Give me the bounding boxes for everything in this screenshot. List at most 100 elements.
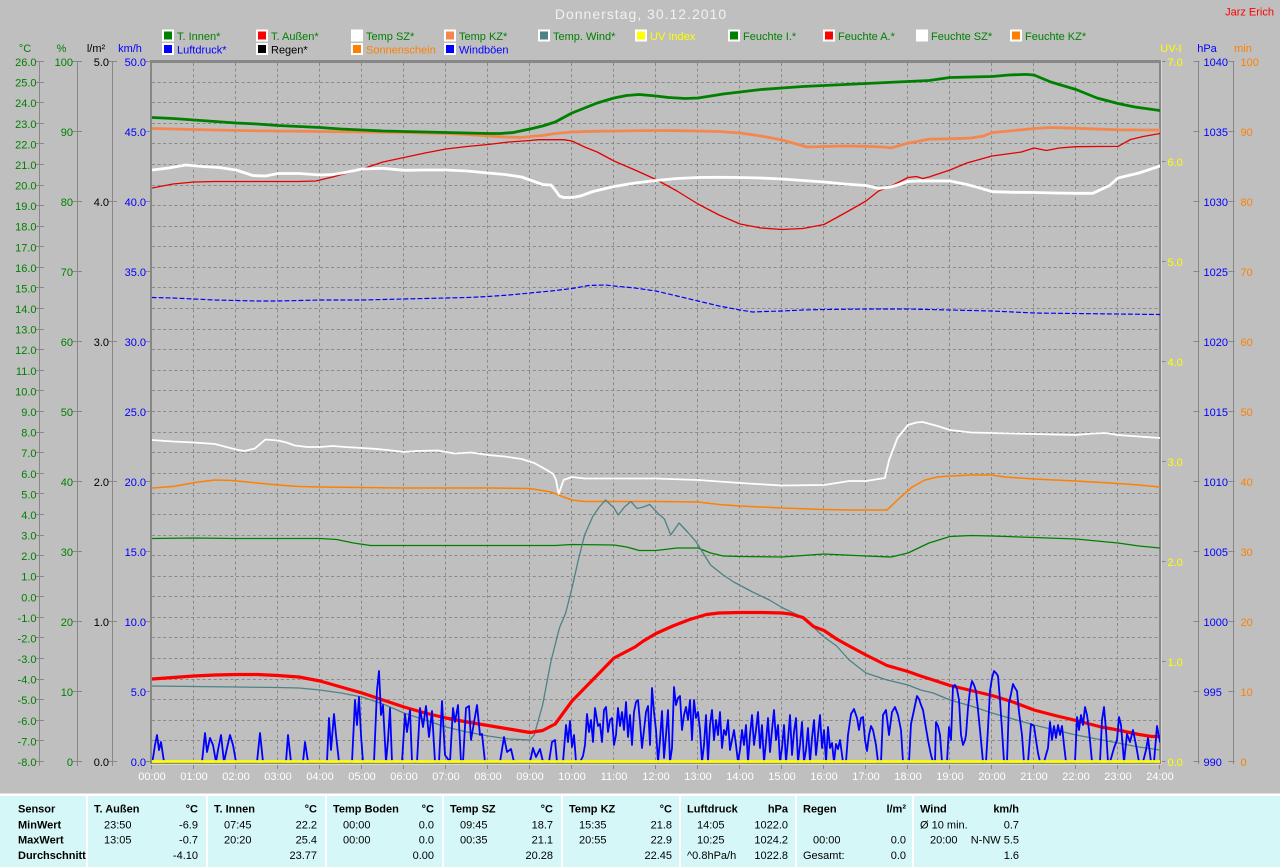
svg-text:15:35: 15:35 xyxy=(579,820,607,832)
svg-text:°C: °C xyxy=(660,804,672,816)
svg-text:30: 30 xyxy=(1241,547,1253,559)
svg-text:90: 90 xyxy=(61,127,73,139)
svg-text:4.0: 4.0 xyxy=(21,510,36,522)
svg-text:10.0: 10.0 xyxy=(15,386,36,398)
svg-text:hPa: hPa xyxy=(768,804,789,816)
svg-text:22.45: 22.45 xyxy=(644,850,672,862)
svg-text:°C: °C xyxy=(19,43,31,55)
svg-text:°C: °C xyxy=(422,804,434,816)
svg-text:40: 40 xyxy=(1241,477,1253,489)
svg-text:-2.0: -2.0 xyxy=(18,633,37,645)
svg-text:-0.7: -0.7 xyxy=(179,835,198,847)
svg-text:90: 90 xyxy=(1241,127,1253,139)
svg-text:1010: 1010 xyxy=(1204,477,1228,489)
svg-text:-8.0: -8.0 xyxy=(18,757,37,769)
svg-text:35.0: 35.0 xyxy=(125,267,146,279)
svg-text:10.0: 10.0 xyxy=(125,617,146,629)
svg-text:km/h: km/h xyxy=(118,43,142,55)
svg-text:12.0: 12.0 xyxy=(15,345,36,357)
svg-text:10:25: 10:25 xyxy=(697,835,725,847)
svg-text:-1.0: -1.0 xyxy=(18,613,37,625)
svg-text:0.0: 0.0 xyxy=(419,820,434,832)
svg-text:7.0: 7.0 xyxy=(1168,57,1183,69)
svg-text:18.0: 18.0 xyxy=(15,222,36,234)
svg-text:6.0: 6.0 xyxy=(1168,157,1183,169)
svg-text:2.0: 2.0 xyxy=(1168,557,1183,569)
svg-text:Sonnenschein: Sonnenschein xyxy=(366,45,436,57)
svg-text:16.0: 16.0 xyxy=(15,263,36,275)
svg-text:16:00: 16:00 xyxy=(810,771,838,783)
svg-text:23.77: 23.77 xyxy=(289,850,317,862)
svg-text:-6.9: -6.9 xyxy=(179,820,198,832)
svg-text:60: 60 xyxy=(61,337,73,349)
svg-text:1022.8: 1022.8 xyxy=(754,850,788,862)
svg-text:00:00: 00:00 xyxy=(343,820,371,832)
svg-text:25.0: 25.0 xyxy=(125,407,146,419)
svg-text:22:00: 22:00 xyxy=(1062,771,1090,783)
svg-text:14.0: 14.0 xyxy=(15,304,36,316)
svg-text:3.0: 3.0 xyxy=(21,531,36,543)
svg-text:Durchschnitt: Durchschnitt xyxy=(18,850,86,862)
svg-text:80: 80 xyxy=(61,197,73,209)
svg-text:0.00: 0.00 xyxy=(413,850,434,862)
svg-text:1022.0: 1022.0 xyxy=(754,820,788,832)
svg-text:1.0: 1.0 xyxy=(94,617,109,629)
svg-text:25.4: 25.4 xyxy=(296,835,317,847)
svg-text:5.0: 5.0 xyxy=(131,687,146,699)
svg-text:14:00: 14:00 xyxy=(726,771,754,783)
svg-text:km/h: km/h xyxy=(993,804,1019,816)
svg-text:00:00: 00:00 xyxy=(813,835,841,847)
svg-text:1.0: 1.0 xyxy=(21,572,36,584)
svg-text:0.0: 0.0 xyxy=(419,835,434,847)
svg-text:07:00: 07:00 xyxy=(432,771,460,783)
svg-text:8.0: 8.0 xyxy=(21,428,36,440)
svg-text:1024.2: 1024.2 xyxy=(754,835,788,847)
svg-text:1005: 1005 xyxy=(1204,547,1228,559)
svg-text:100: 100 xyxy=(1241,57,1259,69)
svg-text:20:00: 20:00 xyxy=(930,835,958,847)
svg-text:1025: 1025 xyxy=(1204,267,1228,279)
svg-text:20:55: 20:55 xyxy=(579,835,607,847)
svg-text:Jarz Erich: Jarz Erich xyxy=(1225,7,1274,19)
svg-text:4.0: 4.0 xyxy=(94,197,109,209)
svg-text:20.0: 20.0 xyxy=(15,181,36,193)
svg-text:°C: °C xyxy=(305,804,317,816)
svg-text:10: 10 xyxy=(1241,687,1253,699)
svg-text:15.0: 15.0 xyxy=(125,547,146,559)
svg-text:MaxWert: MaxWert xyxy=(18,835,64,847)
svg-text:1015: 1015 xyxy=(1204,407,1228,419)
svg-text:20:20: 20:20 xyxy=(224,835,252,847)
svg-text:17:00: 17:00 xyxy=(852,771,880,783)
svg-text:40.0: 40.0 xyxy=(125,197,146,209)
svg-text:MinWert: MinWert xyxy=(18,820,62,832)
svg-text:3.0: 3.0 xyxy=(1168,457,1183,469)
svg-text:21:00: 21:00 xyxy=(1020,771,1048,783)
svg-text:l/m²: l/m² xyxy=(87,43,106,55)
svg-text:Wind: Wind xyxy=(920,804,947,816)
svg-text:Sensor: Sensor xyxy=(18,804,56,816)
svg-text:4.0: 4.0 xyxy=(1168,357,1183,369)
svg-text:70: 70 xyxy=(1241,267,1253,279)
svg-text:23.0: 23.0 xyxy=(15,119,36,131)
svg-text:5.0: 5.0 xyxy=(94,57,109,69)
svg-text:80: 80 xyxy=(1241,197,1253,209)
svg-text:995: 995 xyxy=(1204,687,1222,699)
svg-text:20.28: 20.28 xyxy=(525,850,553,862)
svg-text:Gesamt:: Gesamt: xyxy=(803,850,845,862)
svg-text:Feuchte I.*: Feuchte I.* xyxy=(743,31,797,43)
svg-text:9.0: 9.0 xyxy=(21,407,36,419)
svg-text:Feuchte KZ*: Feuchte KZ* xyxy=(1025,31,1087,43)
svg-text:12:00: 12:00 xyxy=(642,771,670,783)
svg-text:l/m²: l/m² xyxy=(886,804,906,816)
svg-text:2.0: 2.0 xyxy=(94,477,109,489)
svg-text:0: 0 xyxy=(67,757,73,769)
svg-text:15:00: 15:00 xyxy=(768,771,796,783)
svg-text:Feuchte SZ*: Feuchte SZ* xyxy=(931,31,993,43)
svg-text:1035: 1035 xyxy=(1204,127,1228,139)
svg-text:1.0: 1.0 xyxy=(1168,657,1183,669)
svg-text:100: 100 xyxy=(55,57,73,69)
svg-text:1.6: 1.6 xyxy=(1004,850,1019,862)
svg-text:UV Index: UV Index xyxy=(650,31,696,43)
svg-text:03:00: 03:00 xyxy=(264,771,292,783)
svg-text:%: % xyxy=(57,43,67,55)
